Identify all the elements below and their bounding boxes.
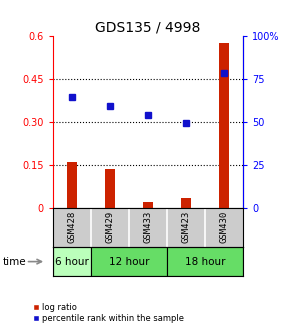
Bar — [143, 202, 153, 208]
Bar — [91, 247, 167, 276]
Bar — [167, 247, 243, 276]
Bar — [67, 162, 76, 208]
Title: GDS135 / 4998: GDS135 / 4998 — [95, 21, 201, 35]
Bar — [219, 43, 229, 208]
Text: GSM430: GSM430 — [220, 211, 229, 243]
Text: GSM423: GSM423 — [182, 211, 190, 243]
Text: 18 hour: 18 hour — [185, 257, 225, 267]
Bar — [181, 198, 191, 208]
Text: GSM433: GSM433 — [144, 211, 152, 243]
Text: GSM428: GSM428 — [67, 211, 76, 243]
Text: 12 hour: 12 hour — [109, 257, 149, 267]
Text: 6 hour: 6 hour — [55, 257, 89, 267]
Text: GSM429: GSM429 — [105, 211, 114, 243]
Bar — [53, 247, 91, 276]
Legend: log ratio, percentile rank within the sample: log ratio, percentile rank within the sa… — [33, 303, 184, 323]
Bar — [105, 169, 115, 208]
Text: time: time — [3, 257, 27, 267]
